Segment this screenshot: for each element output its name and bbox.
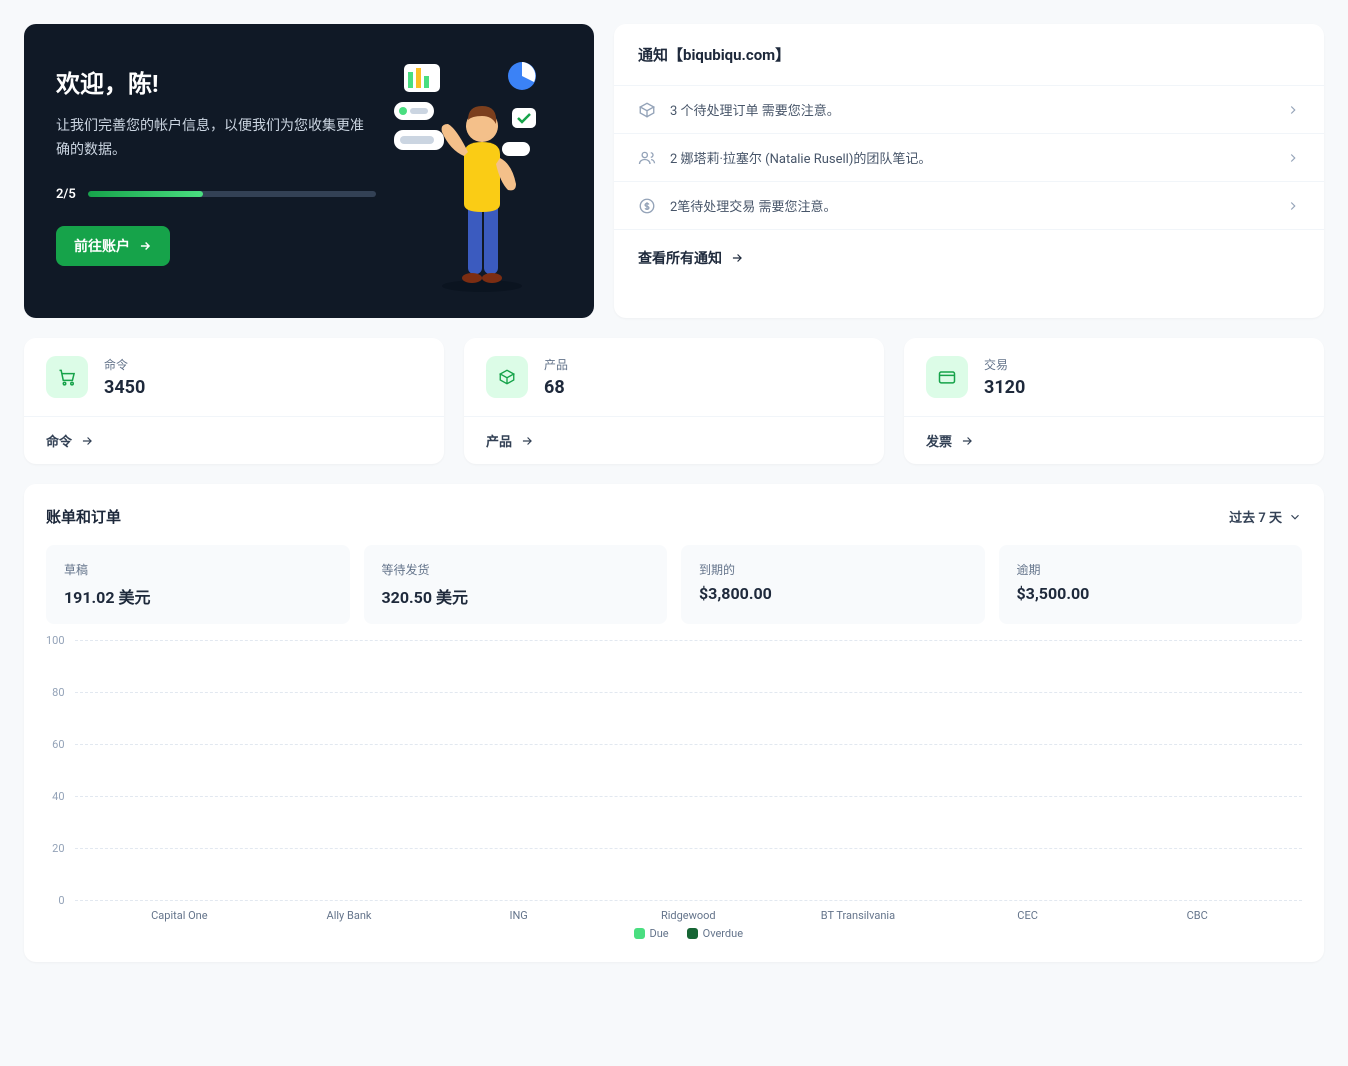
stat-link-label: 产品	[486, 431, 512, 450]
chevron-right-icon	[1286, 199, 1300, 213]
legend-item: Overdue	[687, 927, 743, 940]
notifications-card: 通知【biqubiqu.com】 3 个待处理订单 需要您注意。 2 娜塔莉·拉塞…	[614, 24, 1324, 318]
stat-label: 交易	[984, 356, 1025, 373]
go-to-account-button[interactable]: 前往账户	[56, 226, 170, 266]
summary-value: 320.50 美元	[382, 584, 650, 608]
x-label: Capital One	[95, 909, 265, 922]
notification-item[interactable]: 2 娜塔莉·拉塞尔 (Natalie Rusell)的团队笔记。	[614, 133, 1324, 181]
users-icon	[638, 149, 656, 167]
notification-text: 2笔待处理交易 需要您注意。	[670, 196, 1272, 215]
x-label: Ridgewood	[603, 909, 773, 922]
chevron-down-icon	[1288, 510, 1302, 524]
legend-item: Due	[634, 927, 669, 940]
x-label: CBC	[1112, 909, 1282, 922]
stat-link-命令[interactable]: 命令	[24, 416, 444, 464]
card-icon	[926, 356, 968, 398]
chart-y-axis: 100806040200	[46, 640, 75, 940]
summary-box: 等待发货 320.50 美元	[364, 545, 668, 624]
stat-link-发票[interactable]: 发票	[904, 416, 1324, 464]
chart-plot: Capital OneAlly BankINGRidgewoodBT Trans…	[75, 640, 1302, 940]
legend-swatch	[687, 928, 698, 939]
legend-label: Overdue	[703, 927, 743, 940]
progress-row: 2/5	[56, 187, 376, 202]
button-label: 前往账户	[74, 236, 130, 256]
welcome-card: 欢迎，陈! 让我们完善您的帐户信息，以便我们为您收集更准确的数据。 2/5 前往…	[24, 24, 594, 318]
summary-box: 逾期 $3,500.00	[999, 545, 1303, 624]
notifications-footer-label: 查看所有通知	[638, 248, 722, 268]
stat-card-产品: 产品 68 产品	[464, 338, 884, 464]
progress-label: 2/5	[56, 187, 76, 202]
notification-item[interactable]: 2笔待处理交易 需要您注意。	[614, 181, 1324, 229]
stat-card-命令: 命令 3450 命令	[24, 338, 444, 464]
notification-text: 3 个待处理订单 需要您注意。	[670, 100, 1272, 119]
arrow-right-icon	[80, 434, 94, 448]
arrow-right-icon	[520, 434, 534, 448]
box-icon	[486, 356, 528, 398]
summary-label: 草稿	[64, 561, 332, 578]
stat-value: 3120	[984, 377, 1025, 398]
chevron-right-icon	[1286, 151, 1300, 165]
summary-box: 草稿 191.02 美元	[46, 545, 350, 624]
arrow-right-icon	[138, 239, 152, 253]
x-label: BT Transilvania	[773, 909, 943, 922]
date-range-dropdown[interactable]: 过去 7 天	[1229, 507, 1302, 526]
notification-item[interactable]: 3 个待处理订单 需要您注意。	[614, 85, 1324, 133]
chevron-right-icon	[1286, 103, 1300, 117]
grid-line	[75, 900, 1302, 901]
arrow-right-icon	[730, 251, 744, 265]
legend-label: Due	[650, 927, 669, 940]
stat-value: 68	[544, 377, 568, 398]
legend-swatch	[634, 928, 645, 939]
summary-value: $3,800.00	[699, 584, 967, 603]
welcome-subtitle: 让我们完善您的帐户信息，以便我们为您收集更准确的数据。	[56, 115, 376, 163]
billing-card: 账单和订单 过去 7 天 草稿 191.02 美元 等待发货 320.50 美元 到期的…	[24, 484, 1324, 962]
box-icon	[638, 101, 656, 119]
progress-bar	[88, 191, 376, 197]
x-label: Ally Bank	[264, 909, 434, 922]
summary-value: $3,500.00	[1017, 584, 1285, 603]
stat-link-label: 命令	[46, 431, 72, 450]
notification-text: 2 娜塔莉·拉塞尔 (Natalie Rusell)的团队笔记。	[670, 148, 1272, 167]
chart-legend: Due Overdue	[75, 927, 1302, 940]
arrow-right-icon	[960, 434, 974, 448]
stat-link-产品[interactable]: 产品	[464, 416, 884, 464]
stats-row: 命令3450命令产品68产品交易3120发票	[24, 338, 1324, 464]
welcome-illustration	[394, 54, 574, 294]
chart-bars	[75, 640, 1302, 900]
x-label: CEC	[943, 909, 1113, 922]
notifications-header: 通知【biqubiqu.com】	[614, 24, 1324, 85]
summary-row: 草稿 191.02 美元 等待发货 320.50 美元 到期的 $3,800.00 逾期 $3…	[46, 545, 1302, 624]
summary-value: 191.02 美元	[64, 584, 332, 608]
notifications-list: 3 个待处理订单 需要您注意。 2 娜塔莉·拉塞尔 (Natalie Rusell…	[614, 85, 1324, 229]
x-label: ING	[434, 909, 604, 922]
billing-title: 账单和订单	[46, 506, 121, 527]
range-label: 过去 7 天	[1229, 507, 1282, 526]
summary-label: 等待发货	[382, 561, 650, 578]
stat-label: 命令	[104, 356, 145, 373]
summary-box: 到期的 $3,800.00	[681, 545, 985, 624]
stat-label: 产品	[544, 356, 568, 373]
summary-label: 逾期	[1017, 561, 1285, 578]
billing-chart: 100806040200 Capital OneAlly BankINGRidg…	[46, 640, 1302, 940]
stat-value: 3450	[104, 377, 145, 398]
stat-link-label: 发票	[926, 431, 952, 450]
view-all-notifications-link[interactable]: 查看所有通知	[614, 229, 1324, 286]
stat-card-交易: 交易 3120 发票	[904, 338, 1324, 464]
cart-icon	[46, 356, 88, 398]
summary-label: 到期的	[699, 561, 967, 578]
dollar-icon	[638, 197, 656, 215]
chart-x-axis: Capital OneAlly BankINGRidgewoodBT Trans…	[75, 909, 1302, 922]
progress-fill	[88, 191, 203, 197]
